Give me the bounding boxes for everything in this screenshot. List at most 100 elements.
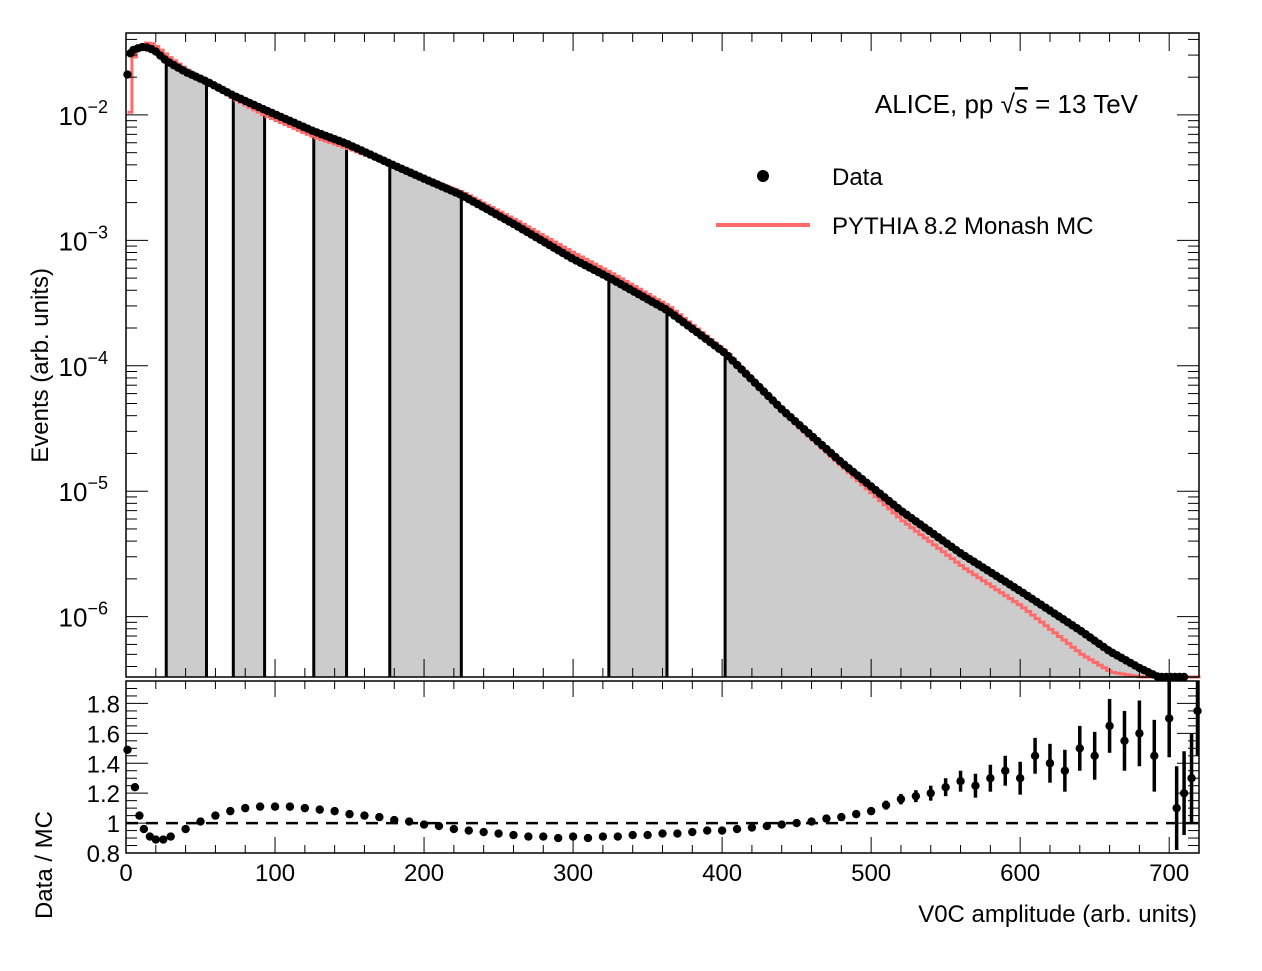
- upper-panel: 10−2 10−3 10−4 10−5 10−6 Events (arb. units)…: [27, 32, 1201, 682]
- y-tick-label: 1.6: [87, 721, 120, 748]
- y-tick-label: 1: [107, 811, 120, 838]
- ratio-point: [568, 832, 578, 841]
- class-fill-region: [233, 95, 265, 677]
- upper-y-axis-label: Events (arb. units): [27, 268, 54, 463]
- ratio-point: [390, 815, 399, 825]
- y-tick-label: 10−2: [59, 97, 108, 131]
- ratio-point: [837, 812, 846, 822]
- x-tick-label: 0: [119, 860, 132, 887]
- x-tick-label: 400: [702, 860, 742, 887]
- ratio-point: [1075, 744, 1084, 753]
- ratio-point: [494, 829, 503, 838]
- ratio-point: [643, 830, 652, 840]
- y-tick-label: 1.2: [87, 781, 120, 808]
- ratio-point: [285, 802, 295, 811]
- ratio-point: [479, 827, 488, 837]
- ratio-point: [123, 745, 132, 754]
- ratio-point: [1060, 766, 1070, 775]
- ratio-point: [926, 788, 935, 798]
- ratio-points: [123, 681, 1202, 851]
- ratio-point: [135, 811, 144, 820]
- ratio-point: [822, 814, 831, 823]
- upper-y-tick-labels: 10−2 10−3 10−4 10−5 10−6: [59, 97, 108, 633]
- y-tick-label: 0.8: [87, 841, 120, 868]
- legend-data-label: Data: [832, 164, 883, 191]
- ratio-point: [598, 832, 608, 841]
- ratio-point: [139, 824, 149, 834]
- ratio-point: [1030, 751, 1040, 760]
- lower-panel: 0.811.21.41.61.8 0 100 200 300 400 500 600 700 …: [31, 680, 1202, 928]
- ratio-point: [911, 791, 921, 801]
- ratio-point: [792, 818, 801, 828]
- ratio-point: [434, 821, 444, 831]
- class-boundaries: [164, 60, 727, 677]
- class-fill-region: [313, 131, 347, 677]
- x-tick-labels: 0 100 200 300 400 500 600 700: [119, 860, 1189, 887]
- ratio-point: [196, 817, 205, 826]
- ratio-point: [852, 809, 861, 819]
- ratio-point: [404, 817, 414, 826]
- class-fill-region: [608, 277, 667, 677]
- ratio-point: [419, 820, 429, 829]
- y-tick-label: 10−3: [59, 222, 108, 256]
- ratio-point: [1015, 774, 1025, 783]
- ratio-point: [986, 774, 995, 783]
- ratio-point: [375, 812, 384, 822]
- upper-axis-ticks: [125, 33, 1200, 677]
- ratio-point: [1001, 766, 1010, 775]
- ratio-point: [1164, 714, 1174, 723]
- ratio-point: [226, 806, 235, 816]
- ratio-point: [732, 824, 742, 834]
- ratio-point: [151, 835, 161, 844]
- ratio-point: [345, 809, 354, 819]
- ratio-point: [941, 782, 950, 792]
- ratio-point: [166, 832, 175, 841]
- class-fill-region: [725, 353, 1199, 677]
- ratio-point: [539, 832, 548, 841]
- ratio-point: [255, 802, 265, 811]
- ratio-point: [896, 794, 906, 804]
- x-tick-label: 300: [553, 860, 593, 887]
- ratio-point: [807, 817, 816, 826]
- ratio-point: [1045, 759, 1055, 768]
- y-tick-label: 10−4: [59, 348, 108, 382]
- ratio-point: [315, 805, 324, 814]
- ratio-point: [159, 835, 168, 844]
- ratio-point: [449, 824, 459, 834]
- ratio-point: [1172, 803, 1181, 813]
- ratio-point: [658, 829, 667, 838]
- ratio-point: [1090, 751, 1099, 760]
- x-tick-label: 700: [1149, 860, 1189, 887]
- ratio-point: [1135, 729, 1144, 738]
- x-tick-label: 500: [851, 860, 891, 887]
- ratio-point: [777, 820, 786, 829]
- lower-axis-ticks: [125, 681, 1200, 854]
- mc-series-line: [127, 41, 1201, 679]
- ratio-point: [130, 782, 140, 792]
- ratio-point: [241, 803, 250, 813]
- ratio-point: [866, 806, 876, 816]
- ratio-point: [613, 832, 622, 841]
- y-tick-label: 10−5: [59, 473, 108, 507]
- legend-mc-label: PYTHIA 8.2 Monash MC: [832, 213, 1093, 240]
- lower-y-axis-label: Data / MC: [31, 811, 58, 919]
- ratio-point: [524, 832, 533, 841]
- ratio-point: [688, 827, 697, 837]
- collision-annotation: ALICE, pp √s = 13 TeV: [875, 89, 1139, 119]
- y-tick-label: 10−6: [59, 599, 108, 633]
- ratio-point: [673, 829, 682, 838]
- lower-y-tick-labels: 0.8 1 1.2 1.4 1.6 1.8: [87, 691, 120, 868]
- ratio-point: [181, 824, 190, 834]
- class-fill-region: [166, 60, 207, 678]
- ratio-point: [1105, 721, 1114, 731]
- ratio-point: [747, 823, 757, 832]
- ratio-point: [703, 826, 712, 835]
- ratio-point: [583, 833, 593, 843]
- x-tick-label: 600: [1000, 860, 1040, 887]
- ratio-point: [717, 826, 727, 835]
- y-tick-label: 1.8: [87, 691, 120, 718]
- ratio-point: [300, 803, 310, 813]
- ratio-point: [762, 821, 772, 831]
- ratio-point: [211, 811, 220, 820]
